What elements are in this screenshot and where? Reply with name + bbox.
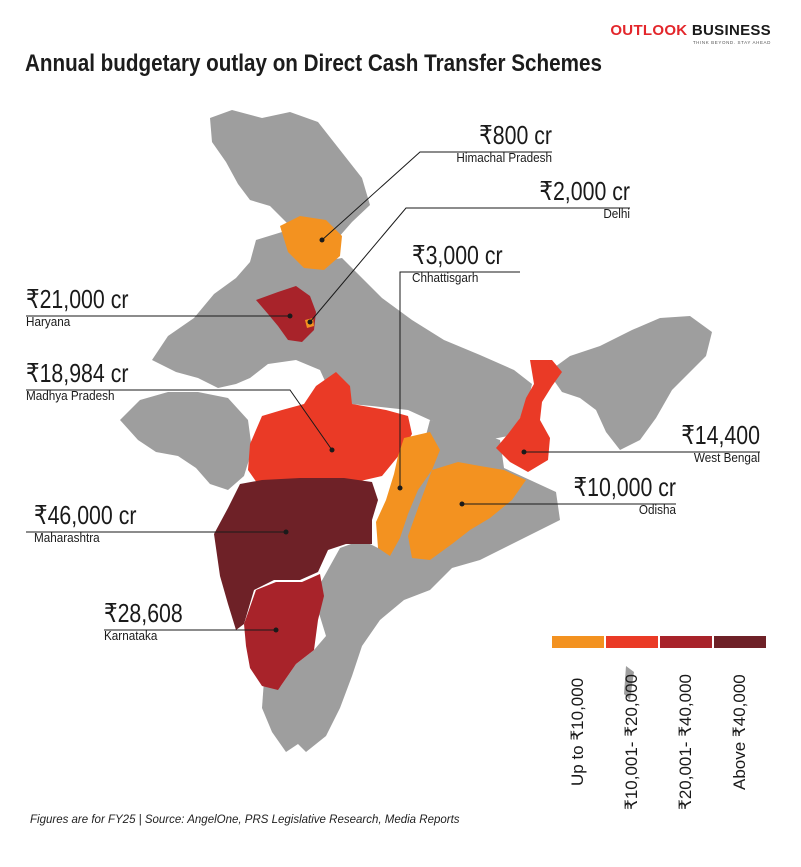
region-islands: [624, 666, 634, 700]
state-maharashtra: [214, 478, 378, 630]
callout-amount: ₹21,000 cr: [26, 284, 129, 314]
brand-tagline: THINK BEYOND. STAY AHEAD: [692, 40, 771, 45]
callout-state: Odisha: [638, 502, 676, 517]
legend-swatches: [552, 636, 766, 648]
dot-maharashtra: [283, 529, 289, 535]
callout-himachal: ₹800 cr Himachal Pradesh: [400, 120, 552, 166]
legend-swatch-4: [714, 636, 766, 648]
dot-chhattisgarh: [397, 485, 403, 491]
dot-odisha: [459, 501, 465, 507]
callout-haryana: ₹21,000 cr Haryana: [26, 284, 151, 330]
footnote: Figures are for FY25 | Source: AngelOne,…: [30, 814, 460, 826]
callout-chhattisgarh: ₹3,000 cr Chhattisgarh: [412, 240, 523, 286]
leader-mp: [26, 389, 333, 451]
brand-name: OUTLOOK BUSINESS: [610, 22, 771, 39]
callout-amount: ₹18,984 cr: [26, 358, 129, 388]
callout-amount: ₹46,000 cr: [34, 500, 137, 530]
dot-mp: [329, 447, 335, 453]
callout-amount: ₹800 cr: [479, 120, 552, 150]
state-odisha: [408, 462, 526, 560]
callout-odisha: ₹10,000 cr Odisha: [520, 472, 676, 518]
callout-state: Delhi: [603, 206, 630, 221]
callout-amount: ₹28,608: [104, 598, 183, 628]
region-kerala: [262, 680, 298, 752]
leader-lines: [26, 151, 760, 631]
leader-chhattisgarh: [399, 271, 520, 488]
region-northern-plains: [152, 232, 532, 440]
dot-karnataka: [273, 627, 279, 633]
callout-maharashtra: ₹46,000 cr Maharashtra: [34, 500, 159, 546]
callout-amount: ₹2,000 cr: [539, 176, 630, 206]
state-madhya-pradesh: [248, 372, 412, 490]
leader-himachal: [321, 151, 552, 241]
callout-state: Chhattisgarh: [412, 270, 479, 285]
callout-state: Karnataka: [104, 628, 158, 643]
state-chhattisgarh: [376, 432, 440, 556]
legend-label-2: ₹10,001- ₹20,000: [622, 673, 641, 810]
leader-delhi: [309, 207, 630, 323]
region-gujarat: [120, 392, 252, 490]
callout-mp: ₹18,984 cr Madhya Pradesh: [26, 358, 151, 404]
dot-delhi: [307, 319, 313, 325]
callout-state: Maharashtra: [34, 530, 100, 545]
callout-state: Haryana: [26, 314, 71, 329]
callout-delhi: ₹2,000 cr Delhi: [470, 176, 630, 222]
legend-swatch-1: [552, 636, 604, 648]
state-haryana: [256, 286, 316, 342]
callout-state: West Bengal: [693, 450, 760, 465]
legend-swatch-2: [606, 636, 658, 648]
dot-himachal: [319, 237, 325, 243]
leader-dots: [273, 237, 527, 633]
callout-karnataka: ₹28,608 Karnataka: [104, 598, 200, 644]
dot-haryana: [287, 313, 293, 319]
callout-amount: ₹10,000 cr: [573, 472, 676, 502]
state-karnataka: [244, 574, 324, 690]
map-title: Annual budgetary outlay on Direct Cash T…: [25, 50, 602, 77]
legend-label-4: Above ₹40,000: [730, 674, 749, 790]
callout-amount: ₹3,000 cr: [412, 240, 503, 270]
callout-amount: ₹14,400: [681, 420, 760, 450]
state-west-bengal: [496, 360, 562, 472]
callout-state: Himachal Pradesh: [456, 150, 552, 165]
region-north: [210, 110, 370, 246]
callout-state: Madhya Pradesh: [26, 388, 115, 403]
region-northeast: [548, 316, 712, 450]
legend-swatch-3: [660, 636, 712, 648]
legend-label-1: Up to ₹10,000: [568, 677, 587, 786]
state-himachal-pradesh: [280, 216, 342, 270]
brand-logo: OUTLOOK BUSINESS THINK BEYOND. STAY AHEA…: [610, 22, 771, 45]
callout-westbengal: ₹14,400 West Bengal: [620, 420, 760, 466]
legend-label-3: ₹20,001- ₹40,000: [676, 673, 695, 810]
dot-westbengal: [521, 449, 527, 455]
